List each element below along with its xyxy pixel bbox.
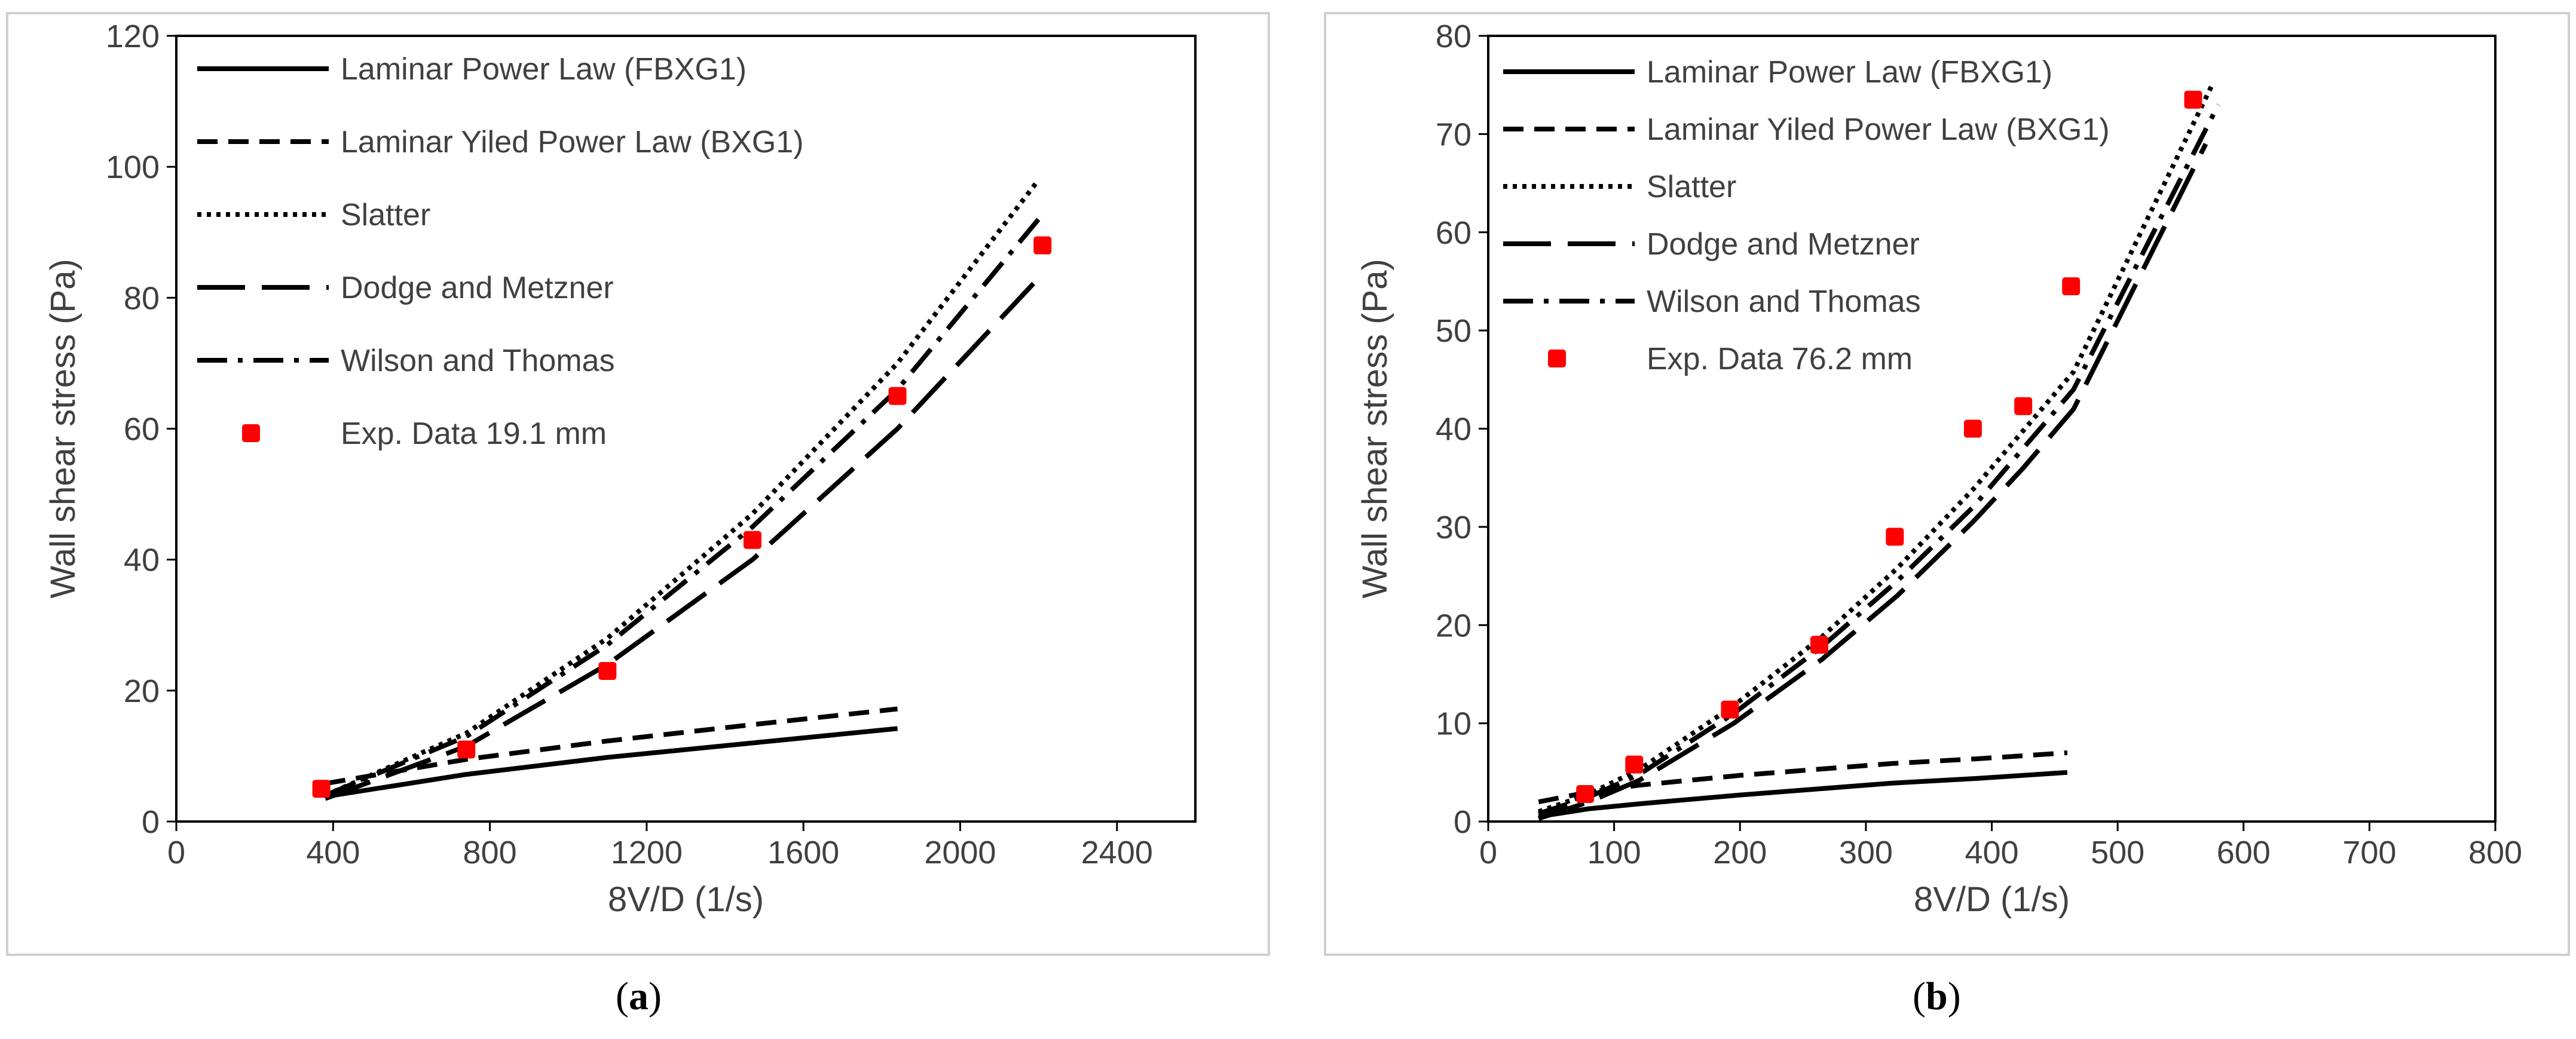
y-tick-label: 0: [1454, 804, 1471, 840]
data-point: [743, 531, 761, 549]
data-point: [1576, 784, 1595, 803]
data-point: [1810, 636, 1828, 654]
x-tick-label: 100: [1587, 835, 1641, 871]
data-point: [2184, 90, 2202, 109]
legend-label: Slatter: [341, 198, 430, 232]
y-tick-label: 60: [1436, 215, 1471, 251]
data-point: [1886, 528, 1904, 546]
x-tick-label: 400: [306, 835, 360, 871]
x-tick-label: 200: [1713, 835, 1767, 871]
legend-label: Laminar Power Law (FBXG1): [1647, 55, 2052, 90]
data-point: [2062, 277, 2081, 296]
y-tick-label: 10: [1436, 706, 1471, 742]
legend-label: Exp. Data 19.1 mm: [341, 416, 607, 451]
x-tick-label: 0: [1479, 835, 1497, 871]
data-point: [2014, 397, 2033, 415]
series-line-longdash: [324, 276, 1041, 801]
legend-swatch-marker: [1548, 350, 1566, 367]
series-line-dotted: [1537, 84, 2214, 814]
x-tick-label: 2400: [1081, 835, 1153, 871]
legend-label: Wilson and Thomas: [1647, 284, 1921, 319]
series-line-solid: [325, 726, 898, 799]
legend-swatch-marker: [242, 424, 260, 442]
x-tick-label: 1600: [767, 835, 839, 871]
panel-a-caption-label: a: [628, 974, 648, 1018]
y-tick-label: 80: [1436, 19, 1471, 54]
data-point: [1625, 755, 1644, 774]
panel-b-caption: (b): [1913, 974, 1961, 1018]
x-tick-label: 700: [2342, 835, 2396, 871]
x-tick-label: 400: [1965, 835, 2018, 871]
y-tick-label: 120: [106, 19, 160, 54]
legend-label: Exp. Data 76.2 mm: [1647, 342, 1913, 376]
x-tick-label: 600: [2217, 835, 2271, 871]
legend-label: Slatter: [1647, 170, 1736, 204]
chart-a: 0 400 800 1200 1600 2000 2400 0 20 40 60 80 100 120 8V…: [44, 19, 1197, 919]
y-tick-label: 50: [1436, 313, 1471, 349]
plot-area-b: [1487, 35, 2497, 823]
data-point: [312, 780, 331, 798]
y-tick-label: 60: [124, 412, 160, 448]
series-line-dashdot: [324, 217, 1041, 798]
x-tick-label: 2000: [924, 835, 996, 871]
data-point: [1033, 236, 1052, 255]
panel-b-caption-label: b: [1925, 974, 1948, 1018]
data-point: [1963, 419, 1982, 438]
x-tick-label: 300: [1839, 835, 1893, 871]
legend-label: Laminar Yiled Power Law (BXG1): [341, 125, 804, 160]
series-line-dashdot: [1537, 103, 2221, 816]
legend-label: Laminar Yiled Power Law (BXG1): [1647, 112, 2110, 147]
panel-a-frame: [6, 12, 1270, 956]
y-axis-title: Wall shear stress (Pa): [1356, 259, 1394, 598]
chart-b: 0 100 200 300 400 500 600 700 800 0 10 20 30 40 50 60 70…: [1356, 19, 2522, 919]
x-tick-label: 800: [2468, 835, 2522, 871]
x-tick-label: 800: [463, 835, 517, 871]
data-point: [457, 740, 476, 759]
x-tick-label: 500: [2091, 835, 2144, 871]
y-tick-label: 100: [106, 149, 160, 185]
series-line-solid: [1538, 770, 2068, 819]
y-tick-label: 20: [124, 673, 160, 709]
y-axis-title: Wall shear stress (Pa): [44, 259, 82, 598]
panel-b-frame: [1324, 12, 2570, 956]
y-tick-label: 30: [1436, 510, 1471, 545]
y-tick-label: 20: [1436, 608, 1471, 643]
legend-label: Dodge and Metzner: [1647, 227, 1920, 262]
y-tick-label: 0: [142, 804, 160, 840]
y-tick-label: 40: [1436, 412, 1471, 448]
y-tick-label: 40: [124, 543, 160, 578]
y-tick-label: 80: [124, 280, 160, 316]
x-axis-title: 8V/D (1/s): [608, 880, 764, 919]
legend-label: Laminar Power Law (FBXG1): [341, 52, 747, 87]
panel-a-caption: (a): [616, 974, 662, 1018]
series-line-longdash: [1537, 143, 2208, 821]
data-point: [888, 387, 907, 405]
data-point: [1721, 700, 1739, 719]
y-tick-label: 70: [1436, 117, 1471, 152]
legend-label: Wilson and Thomas: [341, 344, 615, 378]
x-tick-label: 1200: [611, 835, 683, 871]
legend-label: Dodge and Metzner: [341, 271, 614, 305]
x-axis-title: 8V/D (1/s): [1914, 880, 2070, 919]
x-tick-label: 0: [167, 835, 185, 871]
data-point: [598, 661, 617, 680]
series-line-dashed: [325, 706, 898, 786]
